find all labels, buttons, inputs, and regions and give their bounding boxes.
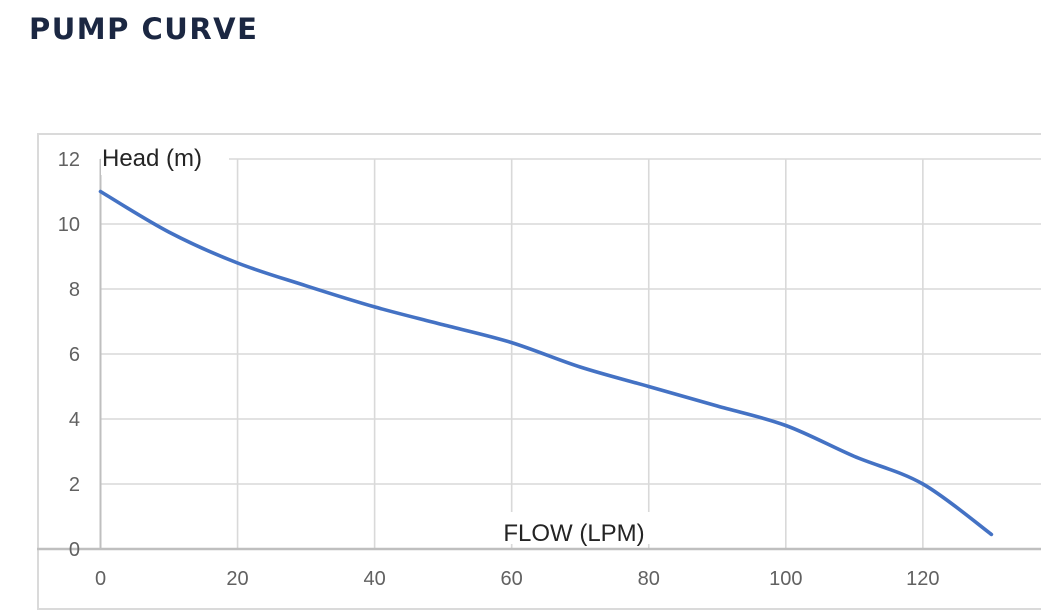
y-tick-label: 12 bbox=[58, 149, 80, 171]
x-tick-label: 20 bbox=[226, 568, 248, 590]
x-axis-title-background bbox=[498, 512, 650, 544]
x-tick-label: 100 bbox=[769, 568, 802, 590]
x-tick-label: 120 bbox=[906, 568, 939, 590]
y-tick-label: 8 bbox=[69, 279, 80, 301]
x-tick-label: 0 bbox=[95, 568, 106, 590]
x-tick-label: 40 bbox=[363, 568, 385, 590]
x-axis-title: FLOW (LPM) bbox=[503, 520, 644, 547]
y-tick-label: 10 bbox=[58, 214, 80, 236]
gridlines bbox=[100, 158, 1041, 549]
page-title: PUMP CURVE bbox=[29, 12, 259, 46]
y-axis-title: Head (m) bbox=[102, 145, 202, 172]
y-tick-label: 6 bbox=[69, 344, 80, 366]
axis-titles: Head (m) FLOW (LPM) bbox=[101, 145, 650, 547]
y-axis-title-background bbox=[101, 145, 229, 175]
x-tick-label: 60 bbox=[501, 568, 523, 590]
y-tick-label: 0 bbox=[69, 539, 80, 561]
y-tick-label: 2 bbox=[69, 474, 80, 496]
x-tick-label: 80 bbox=[638, 568, 660, 590]
y-tick-label: 4 bbox=[69, 409, 80, 431]
pump-curve-line bbox=[98, 189, 994, 537]
axis-lines bbox=[37, 159, 1041, 551]
